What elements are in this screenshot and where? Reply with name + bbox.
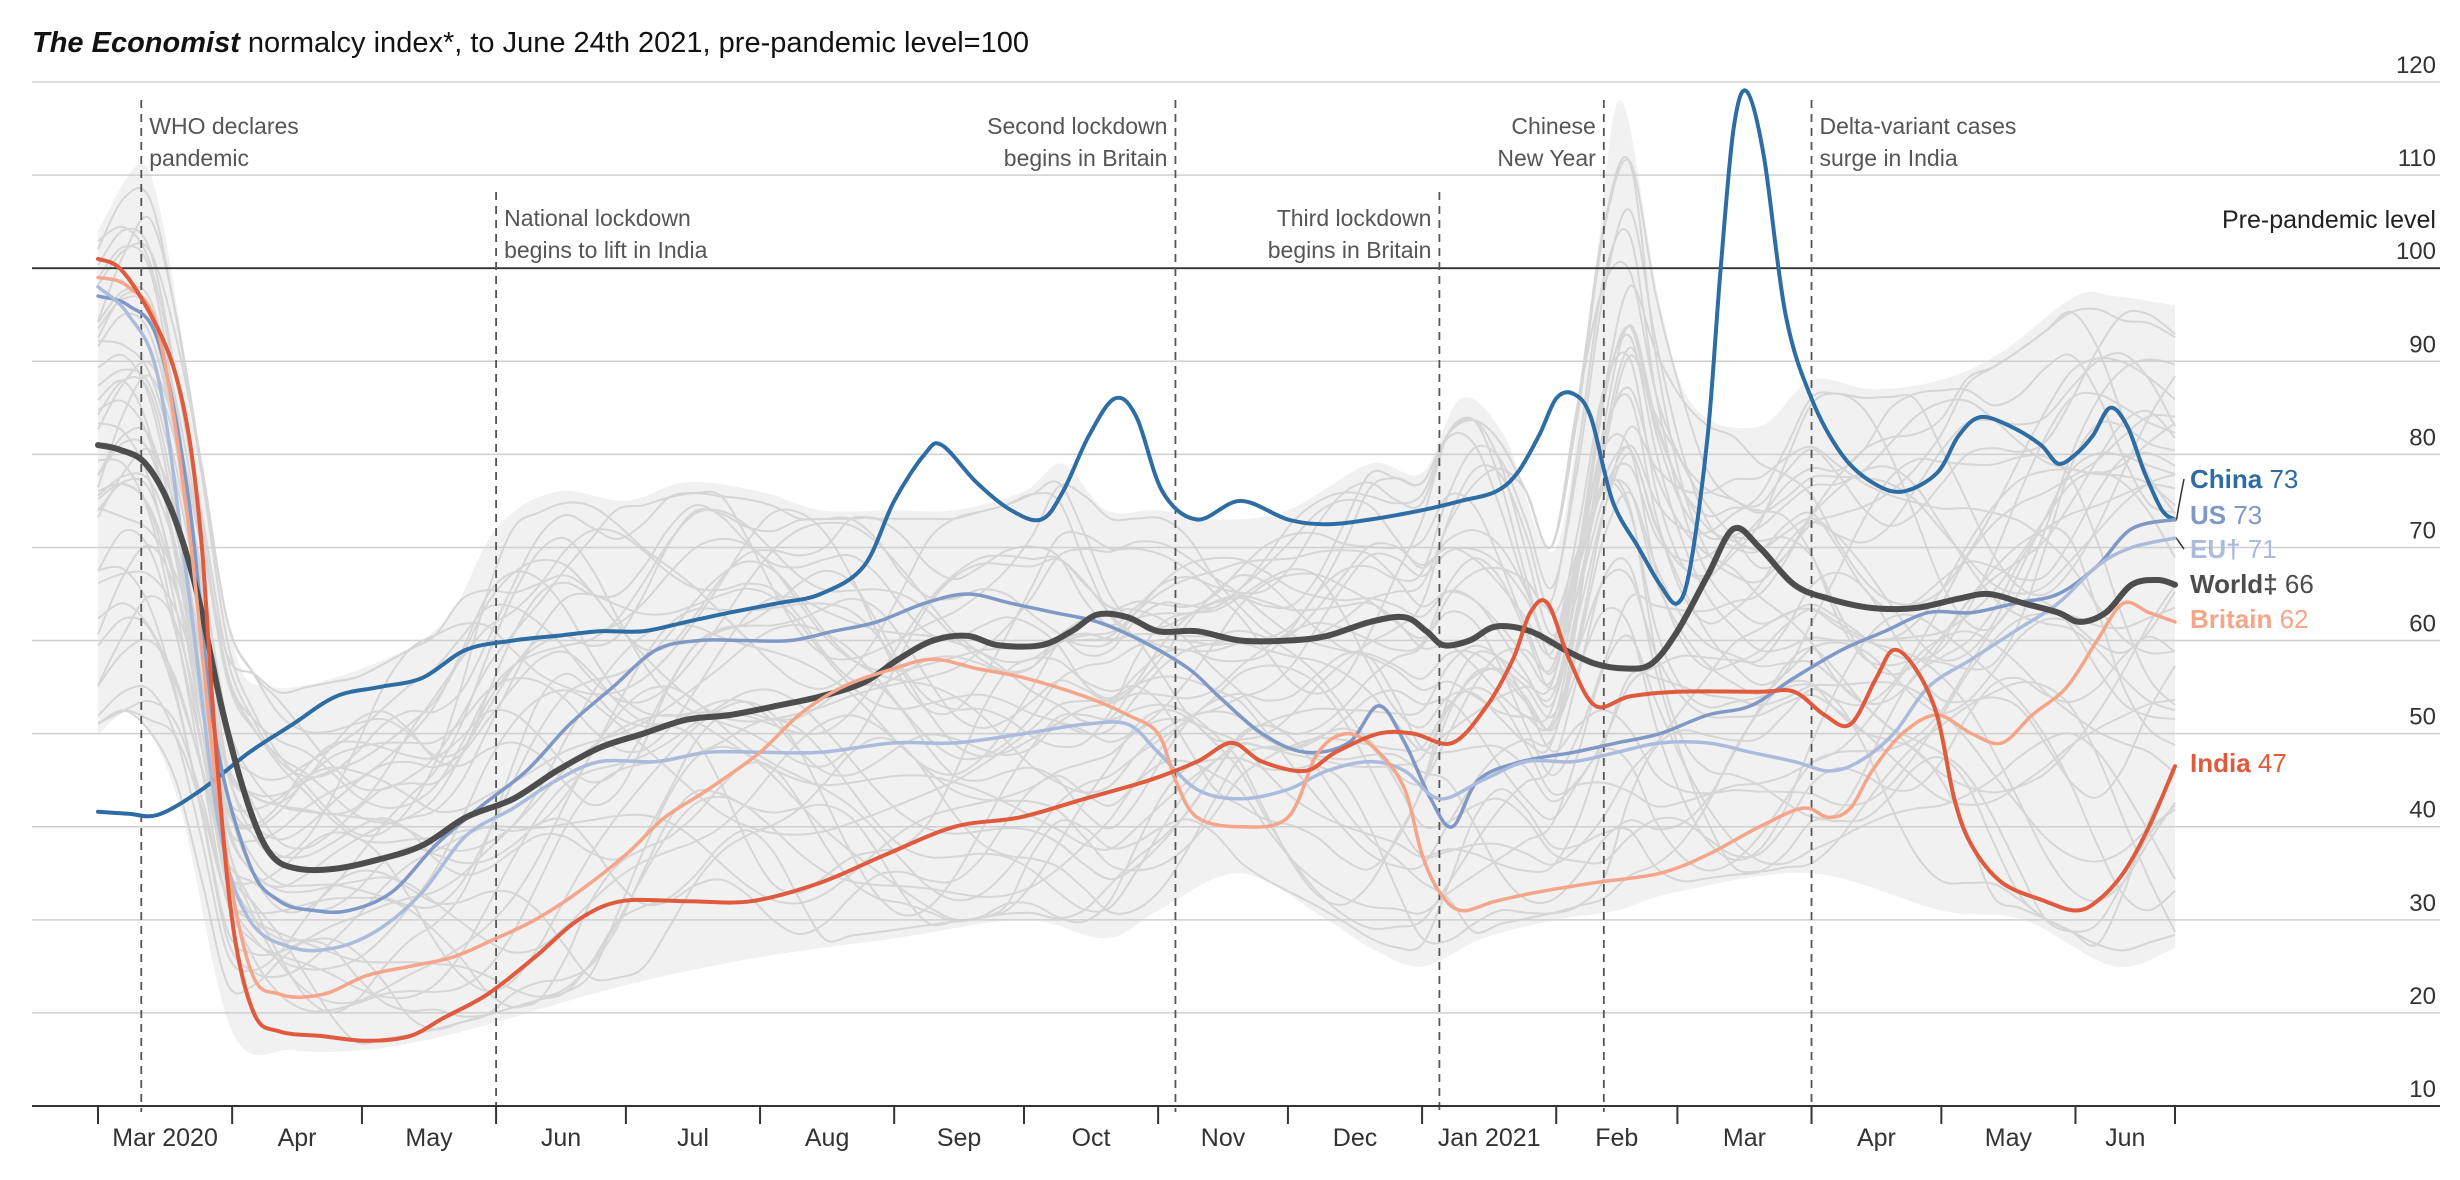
- series-name: India: [2190, 748, 2251, 778]
- event-annotation-text: surge in India: [1820, 145, 1958, 171]
- country-line: [97, 477, 2176, 1013]
- event-annotation-text: pandemic: [149, 145, 249, 171]
- series-line-us: [96, 294, 2177, 915]
- y-tick-label: 10: [2409, 1076, 2436, 1103]
- x-tick-label: Apr: [278, 1124, 317, 1152]
- country-line: [97, 425, 2176, 798]
- country-line: [97, 447, 2176, 841]
- event-annotation-text: Chinese: [1511, 113, 1595, 139]
- series-line-india: [96, 256, 2177, 1043]
- series-end-label: India 47: [2190, 748, 2287, 778]
- x-tick-label: Mar: [1723, 1124, 1766, 1152]
- series-name: EU†: [2190, 534, 2241, 564]
- x-tick-label: Dec: [1333, 1124, 1377, 1152]
- x-tick-label: Feb: [1595, 1124, 1638, 1152]
- y-tick-label: 40: [2409, 797, 2436, 824]
- country-line: [97, 565, 2176, 957]
- chart-title-text: normalcy index*, to June 24th 2021, pre-…: [240, 27, 1029, 59]
- x-tick-label: May: [405, 1124, 453, 1152]
- event-annotation-text: Second lockdown: [987, 113, 1167, 139]
- x-axis: Mar 2020 Apr May Jun Jul Aug Sep Oct Nov Dec Jan 2…: [32, 1105, 2440, 1152]
- country-line: [97, 242, 2176, 758]
- reference-line-label: Pre-pandemic level: [2222, 206, 2436, 234]
- series-value: 73: [2226, 500, 2262, 530]
- series-name: Britain: [2190, 604, 2272, 634]
- x-tick-label: Jun: [541, 1124, 581, 1152]
- series-end-label: Britain 62: [2190, 604, 2309, 634]
- country-line: [97, 228, 2176, 844]
- series-name: US: [2190, 500, 2226, 530]
- event-annotation-text: Delta-variant cases: [1820, 113, 2017, 139]
- series-end-label: China 73: [2190, 464, 2298, 494]
- country-line: [97, 158, 2176, 779]
- x-tick-label: Jul: [677, 1124, 709, 1152]
- country-line: [97, 285, 2176, 824]
- x-tick-label: Aug: [805, 1124, 849, 1152]
- country-line: [97, 374, 2176, 852]
- label-leader-line: [2176, 537, 2185, 550]
- x-tick-label: Oct: [1072, 1124, 1111, 1152]
- series-end-label: World‡ 66: [2190, 569, 2314, 599]
- y-tick-label: 70: [2409, 517, 2436, 544]
- series-end-label: US 73: [2190, 500, 2262, 530]
- x-tick-label: Sep: [937, 1124, 981, 1152]
- x-tick-label: Nov: [1201, 1124, 1246, 1152]
- x-tick-label: Jun: [2105, 1124, 2145, 1152]
- country-line: [97, 245, 2176, 859]
- chart-title: The Economist normalcy index*, to June 2…: [32, 27, 1029, 59]
- event-annotation-text: begins in Britain: [1004, 145, 1168, 171]
- y-tick-label: 50: [2409, 704, 2436, 731]
- country-line: [97, 595, 2176, 1031]
- highlighted-series: [95, 88, 2178, 1043]
- x-tick-label: Apr: [1857, 1124, 1896, 1152]
- series-value: 66: [2278, 569, 2314, 599]
- country-line: [97, 426, 2176, 1005]
- y-tick-label: 90: [2409, 331, 2436, 358]
- event-annotation-text: WHO declares: [149, 113, 299, 139]
- event-annotation-text: National lockdown: [504, 205, 691, 231]
- series-value: 71: [2241, 534, 2277, 564]
- country-range-band: [98, 100, 2175, 1055]
- y-tick-label: 100: [2396, 238, 2436, 265]
- y-tick-label: 80: [2409, 424, 2436, 451]
- y-tick-label: 20: [2409, 983, 2436, 1010]
- series-name: China: [2190, 464, 2263, 494]
- x-tick-label: Mar 2020: [112, 1124, 218, 1152]
- event-markers: WHO declares pandemic National lockdown beg…: [140, 100, 2017, 1112]
- label-leader-line: [2176, 478, 2185, 521]
- series-value: 62: [2272, 604, 2308, 634]
- y-tick-label: 30: [2409, 890, 2436, 917]
- y-tick-label: 110: [2398, 145, 2436, 172]
- series-name: World‡: [2190, 569, 2278, 599]
- country-line: [97, 352, 2176, 816]
- chart-title-publication: The Economist: [32, 27, 241, 59]
- country-line: [97, 544, 2176, 954]
- range-band-area: [98, 100, 2175, 1055]
- series-value: 47: [2251, 748, 2287, 778]
- country-line: [97, 557, 2176, 1009]
- series-line-china: [96, 88, 2177, 819]
- country-line: [97, 709, 2176, 1018]
- series-line-eu: [96, 285, 2177, 953]
- country-line: [97, 376, 2176, 888]
- country-line: [97, 570, 2176, 876]
- country-line: [97, 379, 2176, 1014]
- series-line-britain: [96, 275, 2177, 999]
- event-annotation-text: Third lockdown: [1277, 205, 1432, 231]
- x-tick-label: Jan 2021: [1438, 1124, 1541, 1152]
- x-tick-label: May: [1985, 1124, 2033, 1152]
- event-annotation-text: begins in Britain: [1268, 237, 1432, 263]
- y-tick-label: 120: [2396, 52, 2436, 79]
- country-line: [97, 346, 2176, 830]
- series-value: 73: [2262, 464, 2298, 494]
- country-line: [97, 606, 2176, 992]
- event-annotation-text: New Year: [1497, 145, 1596, 171]
- event-annotation-text: begins to lift in India: [504, 237, 708, 263]
- y-tick-label: 60: [2409, 611, 2436, 638]
- series-line-world: [95, 442, 2178, 874]
- series-end-label: EU† 71: [2190, 534, 2277, 564]
